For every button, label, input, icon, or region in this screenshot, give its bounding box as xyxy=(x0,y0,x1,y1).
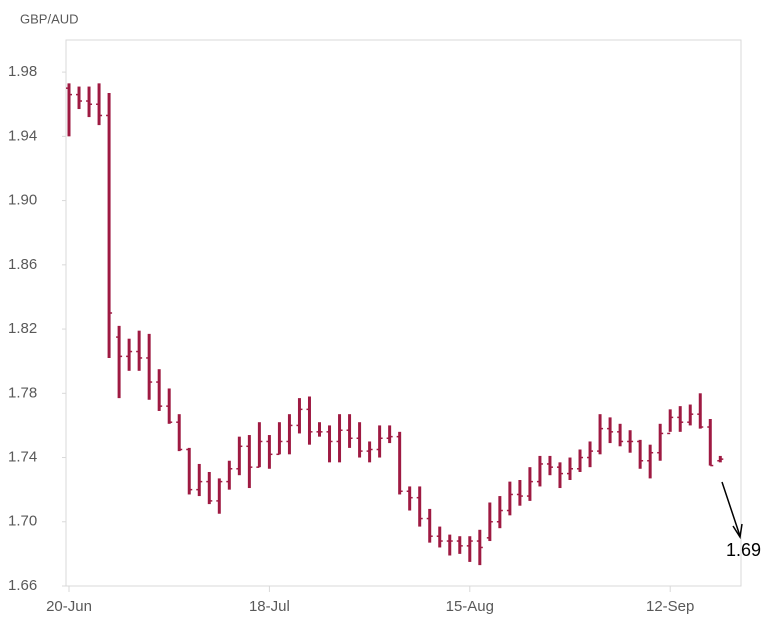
axis-label: GBP/AUD xyxy=(20,11,79,26)
y-tick-label: 1.66 xyxy=(8,577,37,594)
y-tick-label: 1.70 xyxy=(8,513,37,530)
y-tick-label: 1.74 xyxy=(8,448,37,465)
y-tick-label: 1.86 xyxy=(8,256,37,273)
x-tick-label: 18-Jul xyxy=(249,598,290,615)
y-tick-label: 1.82 xyxy=(8,320,37,337)
annotation: 1.69 xyxy=(726,540,761,560)
x-tick-label: 20-Jun xyxy=(46,598,92,615)
x-tick-label: 15-Aug xyxy=(446,598,494,615)
y-tick-label: 1.94 xyxy=(8,127,37,144)
plot-frame xyxy=(65,39,742,587)
y-tick-label: 1.78 xyxy=(8,384,37,401)
y-tick-label: 1.98 xyxy=(8,63,37,80)
x-tick-label: 12-Sep xyxy=(646,598,694,615)
y-tick-label: 1.90 xyxy=(8,192,37,209)
annotation-arrowhead xyxy=(732,523,743,540)
annotation-arrow xyxy=(721,481,741,537)
